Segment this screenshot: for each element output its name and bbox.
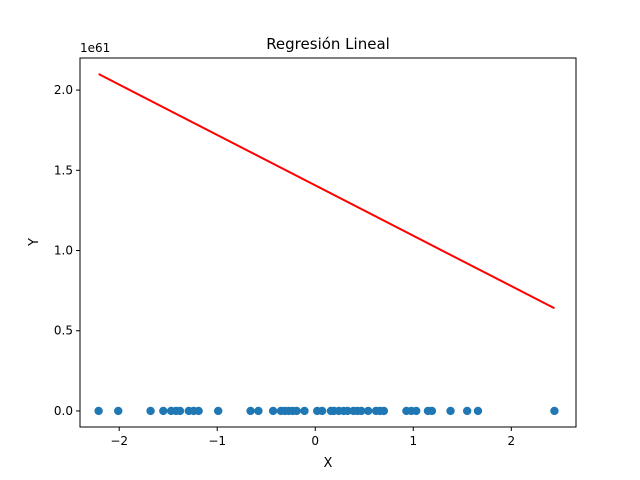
scatter-point [473, 406, 483, 416]
x-tick-label: −2 [110, 434, 128, 448]
scatter-point [379, 406, 389, 416]
y-tick-label: 2.0 [54, 83, 73, 97]
x-tick-label: 0 [311, 434, 319, 448]
scatter-point [462, 406, 472, 416]
x-axis-ticks: −2 −1 0 1 2 [110, 427, 515, 448]
x-axis-label: X [324, 456, 333, 471]
scatter-point [94, 406, 103, 416]
scatter-point [254, 406, 263, 416]
x-tick-label: 1 [409, 434, 417, 448]
scatter-point [550, 406, 559, 416]
x-tick-label: −1 [208, 434, 226, 448]
scatter-point [427, 406, 437, 416]
scatter-point [357, 406, 366, 416]
y-axis-ticks: 0.0 0.5 1.0 1.5 2.0 [54, 83, 80, 418]
scatter-point [114, 406, 123, 416]
scatter-point [246, 406, 255, 416]
y-tick-label: 1.5 [54, 163, 73, 177]
chart-title: Regresión Lineal [266, 35, 390, 53]
y-tick-label: 0.5 [54, 324, 73, 338]
scatter-point [175, 406, 185, 416]
regression-line [98, 73, 555, 310]
scatter-point [300, 406, 309, 416]
scatter-point [317, 406, 327, 416]
plot-frame [79, 57, 577, 428]
scatter-point [146, 406, 155, 416]
scatter-point [446, 406, 455, 416]
scatter-point [268, 406, 278, 416]
scatter-point [159, 406, 168, 416]
x-tick-label: 2 [507, 434, 515, 448]
y-tick-label: 0.0 [54, 404, 73, 418]
y-offset-label: 1e61 [80, 41, 110, 55]
scatter-point [194, 406, 203, 416]
scatter-point [292, 406, 301, 416]
y-axis-label: Y [27, 238, 42, 247]
scatter-point [363, 406, 373, 416]
plot-marks [94, 73, 559, 416]
scatter-point [412, 406, 421, 416]
scatter-point [214, 406, 223, 416]
scatter-point [343, 406, 352, 416]
y-tick-label: 1.0 [54, 244, 73, 258]
